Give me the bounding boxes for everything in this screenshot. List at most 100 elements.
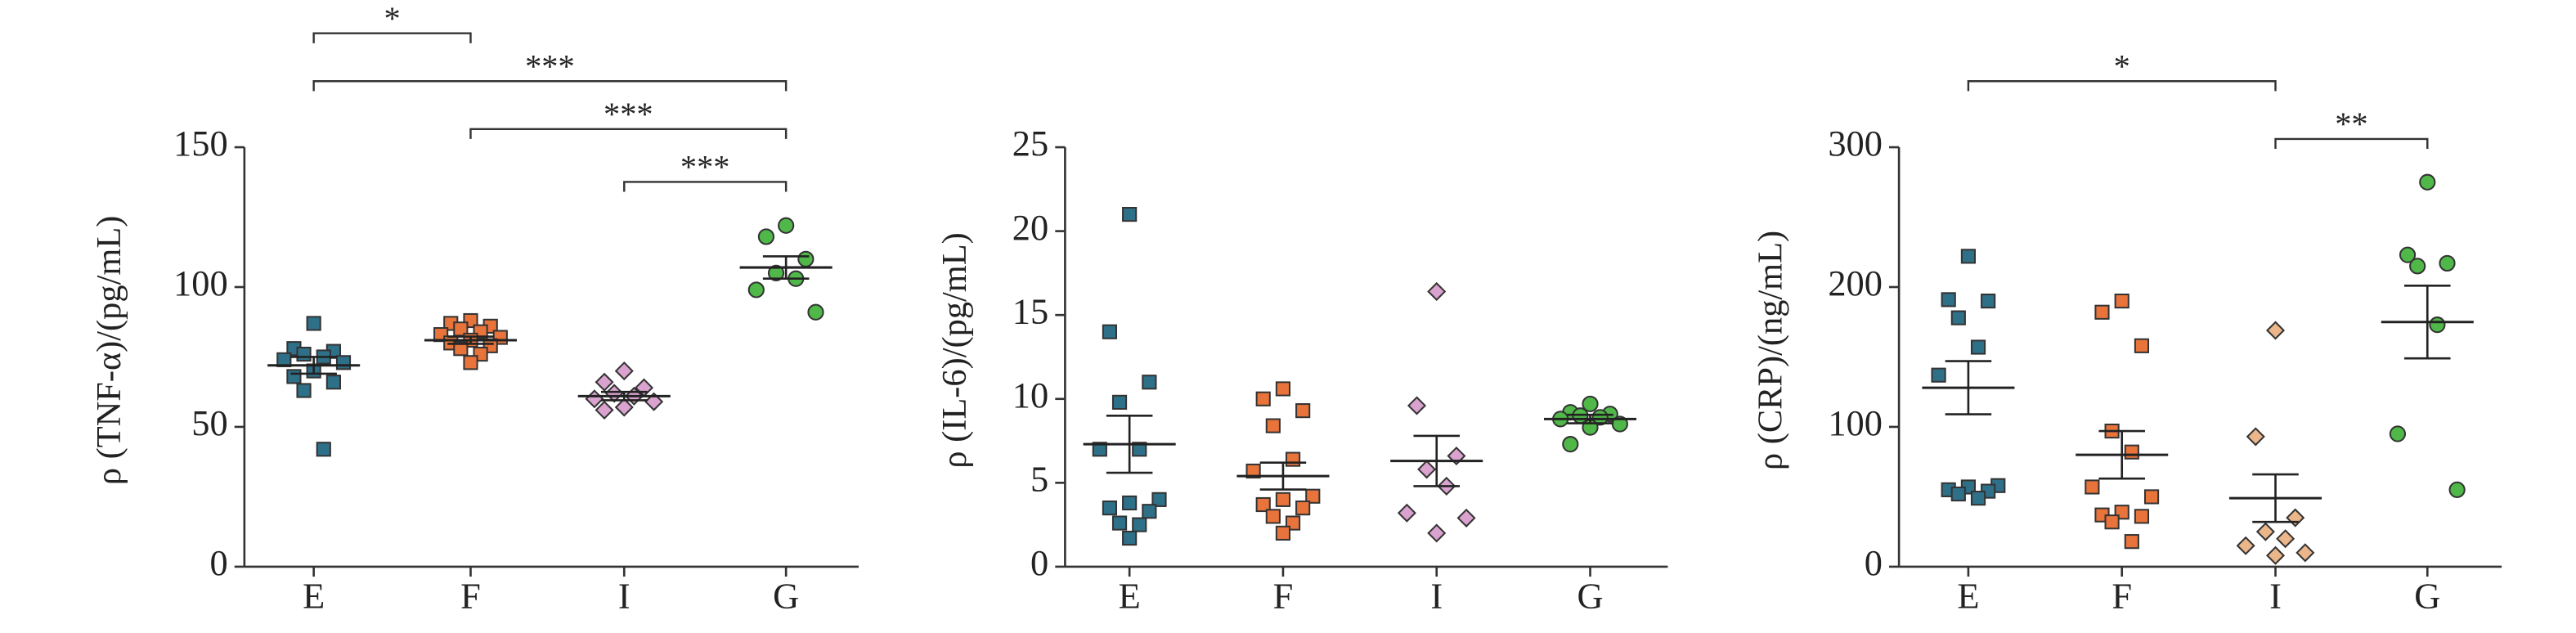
y-tick-label: 0 [1030,542,1048,583]
x-tick-label: I [2269,575,2282,616]
x-tick-label: F [1273,575,1294,616]
point [1132,517,1147,532]
point [2389,425,2407,442]
point [1265,509,1281,524]
point [2265,545,2286,565]
point [1275,525,1291,541]
point [2419,173,2436,191]
y-axis-label: ρ (TNF-α)/(pg/mL) [90,216,128,485]
point [1142,504,1157,519]
point [2085,479,2100,495]
point [1275,381,1291,397]
point [2134,338,2150,353]
point [1132,442,1147,457]
point [1285,451,1301,467]
point [325,375,341,390]
x-tick-label: G [2414,575,2440,616]
point [1417,460,1437,479]
point [2094,304,2110,320]
y-axis-label: ρ (CRP)/(ng/mL) [1751,231,1789,470]
y-tick-label: 0 [1865,542,1883,583]
point [2409,258,2426,275]
point [1931,367,1946,383]
point [453,341,469,357]
point [1255,496,1271,513]
point [614,361,634,381]
point [2286,508,2305,528]
point [1255,391,1271,406]
point [747,281,765,299]
point [1427,523,1447,543]
point [2124,534,2139,550]
point [797,250,815,267]
point [585,389,604,409]
point [1591,409,1609,426]
point [1960,249,1977,264]
x-tick-label: I [1430,575,1443,616]
point [2255,522,2275,541]
point [1102,501,1118,516]
point [1111,515,1128,531]
y-axis-label: ρ (IL-6)/(pg/mL) [936,232,974,468]
point [767,264,785,281]
point [604,384,624,403]
x-tick-label: E [303,575,325,616]
point [1427,281,1447,301]
significance-bracket [1967,80,2277,92]
significance-bracket [469,128,788,139]
y-tick-label: 25 [1012,123,1048,164]
point [2448,481,2466,498]
y-tick-label: 15 [1012,290,1048,331]
y-tick-label: 150 [173,123,228,164]
point [2265,321,2286,340]
point [1970,339,1986,355]
point [1142,375,1157,390]
significance-label: * [2114,47,2130,84]
point [306,316,321,331]
y-tick-label: 5 [1030,459,1048,500]
significance-bracket [312,32,472,43]
significance-label: *** [604,96,653,132]
point [807,303,824,321]
point [1295,501,1311,516]
x-tick-label: E [1957,575,1979,616]
point [1456,508,1476,528]
x-tick-label: F [2112,575,2132,616]
point [1941,292,1956,308]
y-tick-label: 20 [1012,207,1048,248]
x-tick-label: E [1119,575,1141,616]
point [1397,503,1416,523]
significance-bracket [623,181,788,192]
point [1950,310,1966,325]
point [2246,427,2265,447]
point [1582,395,1599,413]
point [757,228,775,245]
point [2236,536,2255,555]
point [316,442,331,457]
point [2104,514,2120,530]
y-tick-label: 50 [191,402,227,443]
point [1970,491,1986,506]
x-tick-label: F [460,575,481,616]
point [1122,495,1138,511]
point [1151,492,1167,507]
significance-bracket [312,80,788,92]
point [644,392,664,411]
point [1407,396,1427,415]
point [1950,486,1966,502]
point [296,383,312,398]
significance-bracket [2274,137,2429,150]
point [2399,246,2417,263]
y-tick-label: 200 [1828,263,1883,303]
point [1562,436,1579,453]
point [1092,442,1107,457]
y-tick-label: 100 [173,263,228,303]
y-tick-label: 0 [209,542,227,583]
significance-label: * [384,0,400,37]
point [1981,293,1996,309]
point [1102,324,1118,339]
point [2439,254,2456,272]
point [2296,543,2315,563]
point [1122,207,1138,222]
